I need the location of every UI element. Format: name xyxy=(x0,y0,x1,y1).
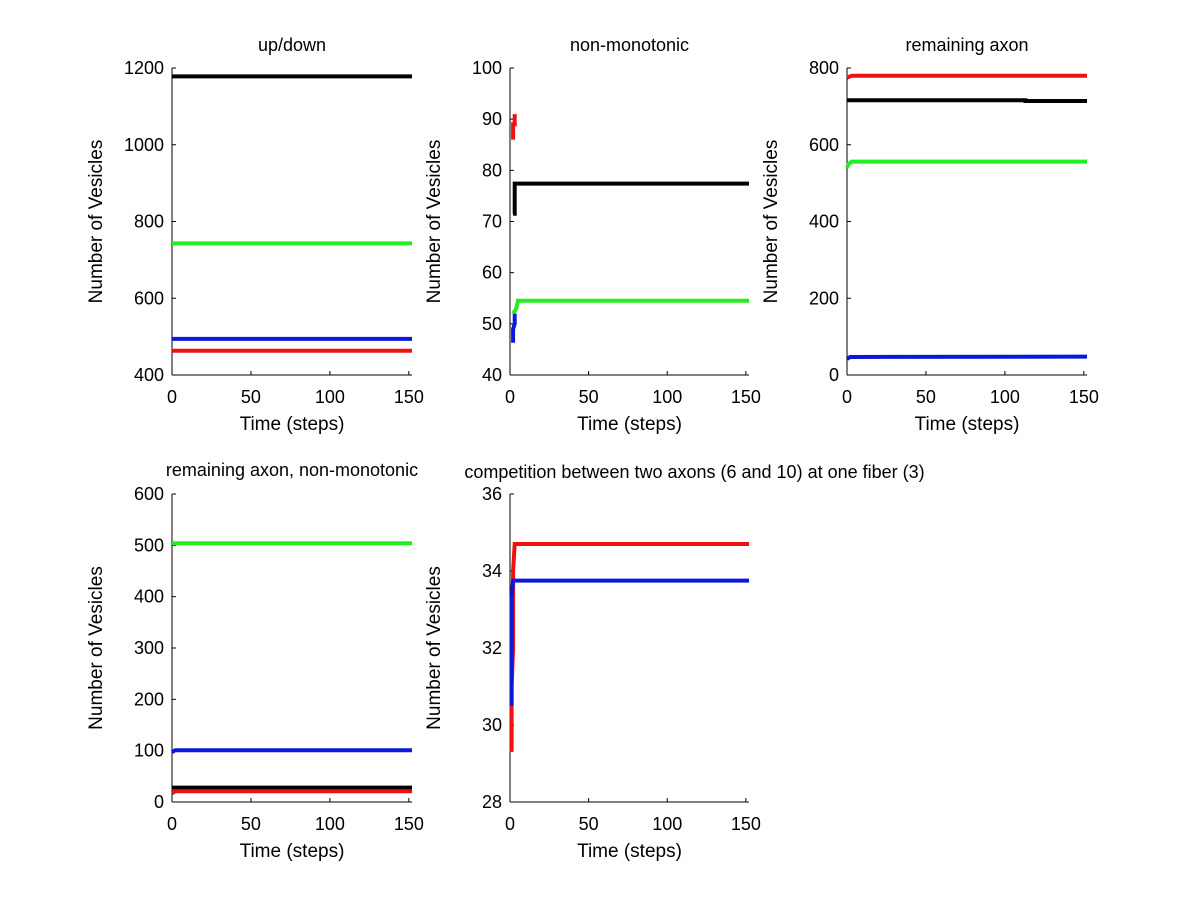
chart-panel-5: 28 30 32 34 36 0 50 100 150 Time (steps) Number of… xyxy=(424,462,925,862)
y-tick-label: 800 xyxy=(134,212,164,232)
x-tick-label: 150 xyxy=(731,387,761,407)
series-line-red xyxy=(846,73,1087,80)
x-tick-label: 150 xyxy=(731,814,761,834)
y-tick-label: 32 xyxy=(482,638,502,658)
x-tick-label: 100 xyxy=(652,814,682,834)
series-line-blue xyxy=(170,748,412,754)
y-tick-label: 80 xyxy=(482,160,502,180)
y-axis-label: Number of Vesicles xyxy=(86,140,107,304)
x-tick-label: 100 xyxy=(315,814,345,834)
chart-title: up/down xyxy=(258,35,326,55)
x-axis-label: Time (steps) xyxy=(577,841,682,862)
chart-title: remaining axon, non-monotonic xyxy=(166,460,418,480)
series-line-black xyxy=(512,181,749,216)
y-tick-label: 28 xyxy=(482,792,502,812)
y-tick-label: 600 xyxy=(134,484,164,504)
x-tick-label: 150 xyxy=(1069,387,1099,407)
y-tick-label: 0 xyxy=(154,792,164,812)
x-tick-label: 150 xyxy=(394,814,424,834)
x-tick-label: 150 xyxy=(394,387,424,407)
x-tick-label: 0 xyxy=(167,387,177,407)
y-tick-label: 200 xyxy=(134,689,164,709)
y-tick-label: 600 xyxy=(134,288,164,308)
x-tick-label: 0 xyxy=(167,814,177,834)
chart-title: non-monotonic xyxy=(570,35,689,55)
x-tick-label: 100 xyxy=(315,387,345,407)
y-tick-label: 34 xyxy=(482,561,502,581)
y-axis-label: Number of Vesicles xyxy=(424,566,445,730)
chart-panel-2: 40 50 60 70 80 90 100 0 50 100 150 Time (steps) Numb… xyxy=(424,35,761,435)
y-tick-label: 40 xyxy=(482,365,502,385)
y-tick-label: 500 xyxy=(134,535,164,555)
x-tick-label: 50 xyxy=(579,814,599,834)
y-tick-label: 100 xyxy=(134,741,164,761)
x-tick-label: 50 xyxy=(241,387,261,407)
y-tick-label: 60 xyxy=(482,263,502,283)
y-tick-label: 30 xyxy=(482,715,502,735)
y-tick-label: 100 xyxy=(472,58,502,78)
x-tick-label: 50 xyxy=(579,387,599,407)
y-tick-label: 200 xyxy=(809,288,839,308)
y-axis-label: Number of Vesicles xyxy=(86,566,107,730)
x-tick-label: 100 xyxy=(990,387,1020,407)
series-line-black xyxy=(847,98,1087,103)
y-tick-label: 800 xyxy=(809,58,839,78)
chart-title: remaining axon xyxy=(905,35,1028,55)
x-axis-label: Time (steps) xyxy=(240,841,345,862)
chart-panel-1: 400 600 800 1000 1200 0 50 100 150 Time (steps) Nu… xyxy=(86,35,424,435)
y-tick-label: 400 xyxy=(134,587,164,607)
y-tick-label: 1000 xyxy=(124,135,164,155)
y-tick-label: 300 xyxy=(134,638,164,658)
chart-title: competition between two axons (6 and 10)… xyxy=(464,462,924,482)
series-line-red xyxy=(511,114,517,140)
chart-panel-3: 0 200 400 600 800 0 50 100 150 Time (steps) Number… xyxy=(761,35,1099,435)
series-line-blue xyxy=(509,578,749,706)
x-tick-label: 50 xyxy=(241,814,261,834)
y-tick-label: 90 xyxy=(482,109,502,129)
y-tick-label: 400 xyxy=(809,212,839,232)
y-tick-label: 0 xyxy=(829,365,839,385)
y-tick-label: 36 xyxy=(482,484,502,504)
y-tick-label: 50 xyxy=(482,314,502,334)
x-tick-label: 0 xyxy=(505,387,515,407)
y-axis-label: Number of Vesicles xyxy=(424,140,445,304)
x-axis-label: Time (steps) xyxy=(240,414,345,435)
series-line-red xyxy=(170,789,412,795)
y-axis-label: Number of Vesicles xyxy=(761,140,782,304)
chart-panel-4: 0 100 200 300 400 500 600 0 50 100 150 Time (steps)… xyxy=(86,460,424,862)
series-line-green xyxy=(511,298,749,315)
series-line-blue xyxy=(511,313,517,343)
y-tick-label: 1200 xyxy=(124,58,164,78)
x-tick-label: 0 xyxy=(842,387,852,407)
y-tick-label: 70 xyxy=(482,212,502,232)
y-tick-label: 400 xyxy=(134,365,164,385)
series-line-blue xyxy=(845,354,1088,361)
x-axis-label: Time (steps) xyxy=(915,414,1020,435)
x-axis-label: Time (steps) xyxy=(577,414,682,435)
x-tick-label: 50 xyxy=(916,387,936,407)
series-line-green xyxy=(845,159,1087,169)
x-tick-label: 100 xyxy=(652,387,682,407)
x-tick-label: 0 xyxy=(505,814,515,834)
y-tick-label: 600 xyxy=(809,135,839,155)
